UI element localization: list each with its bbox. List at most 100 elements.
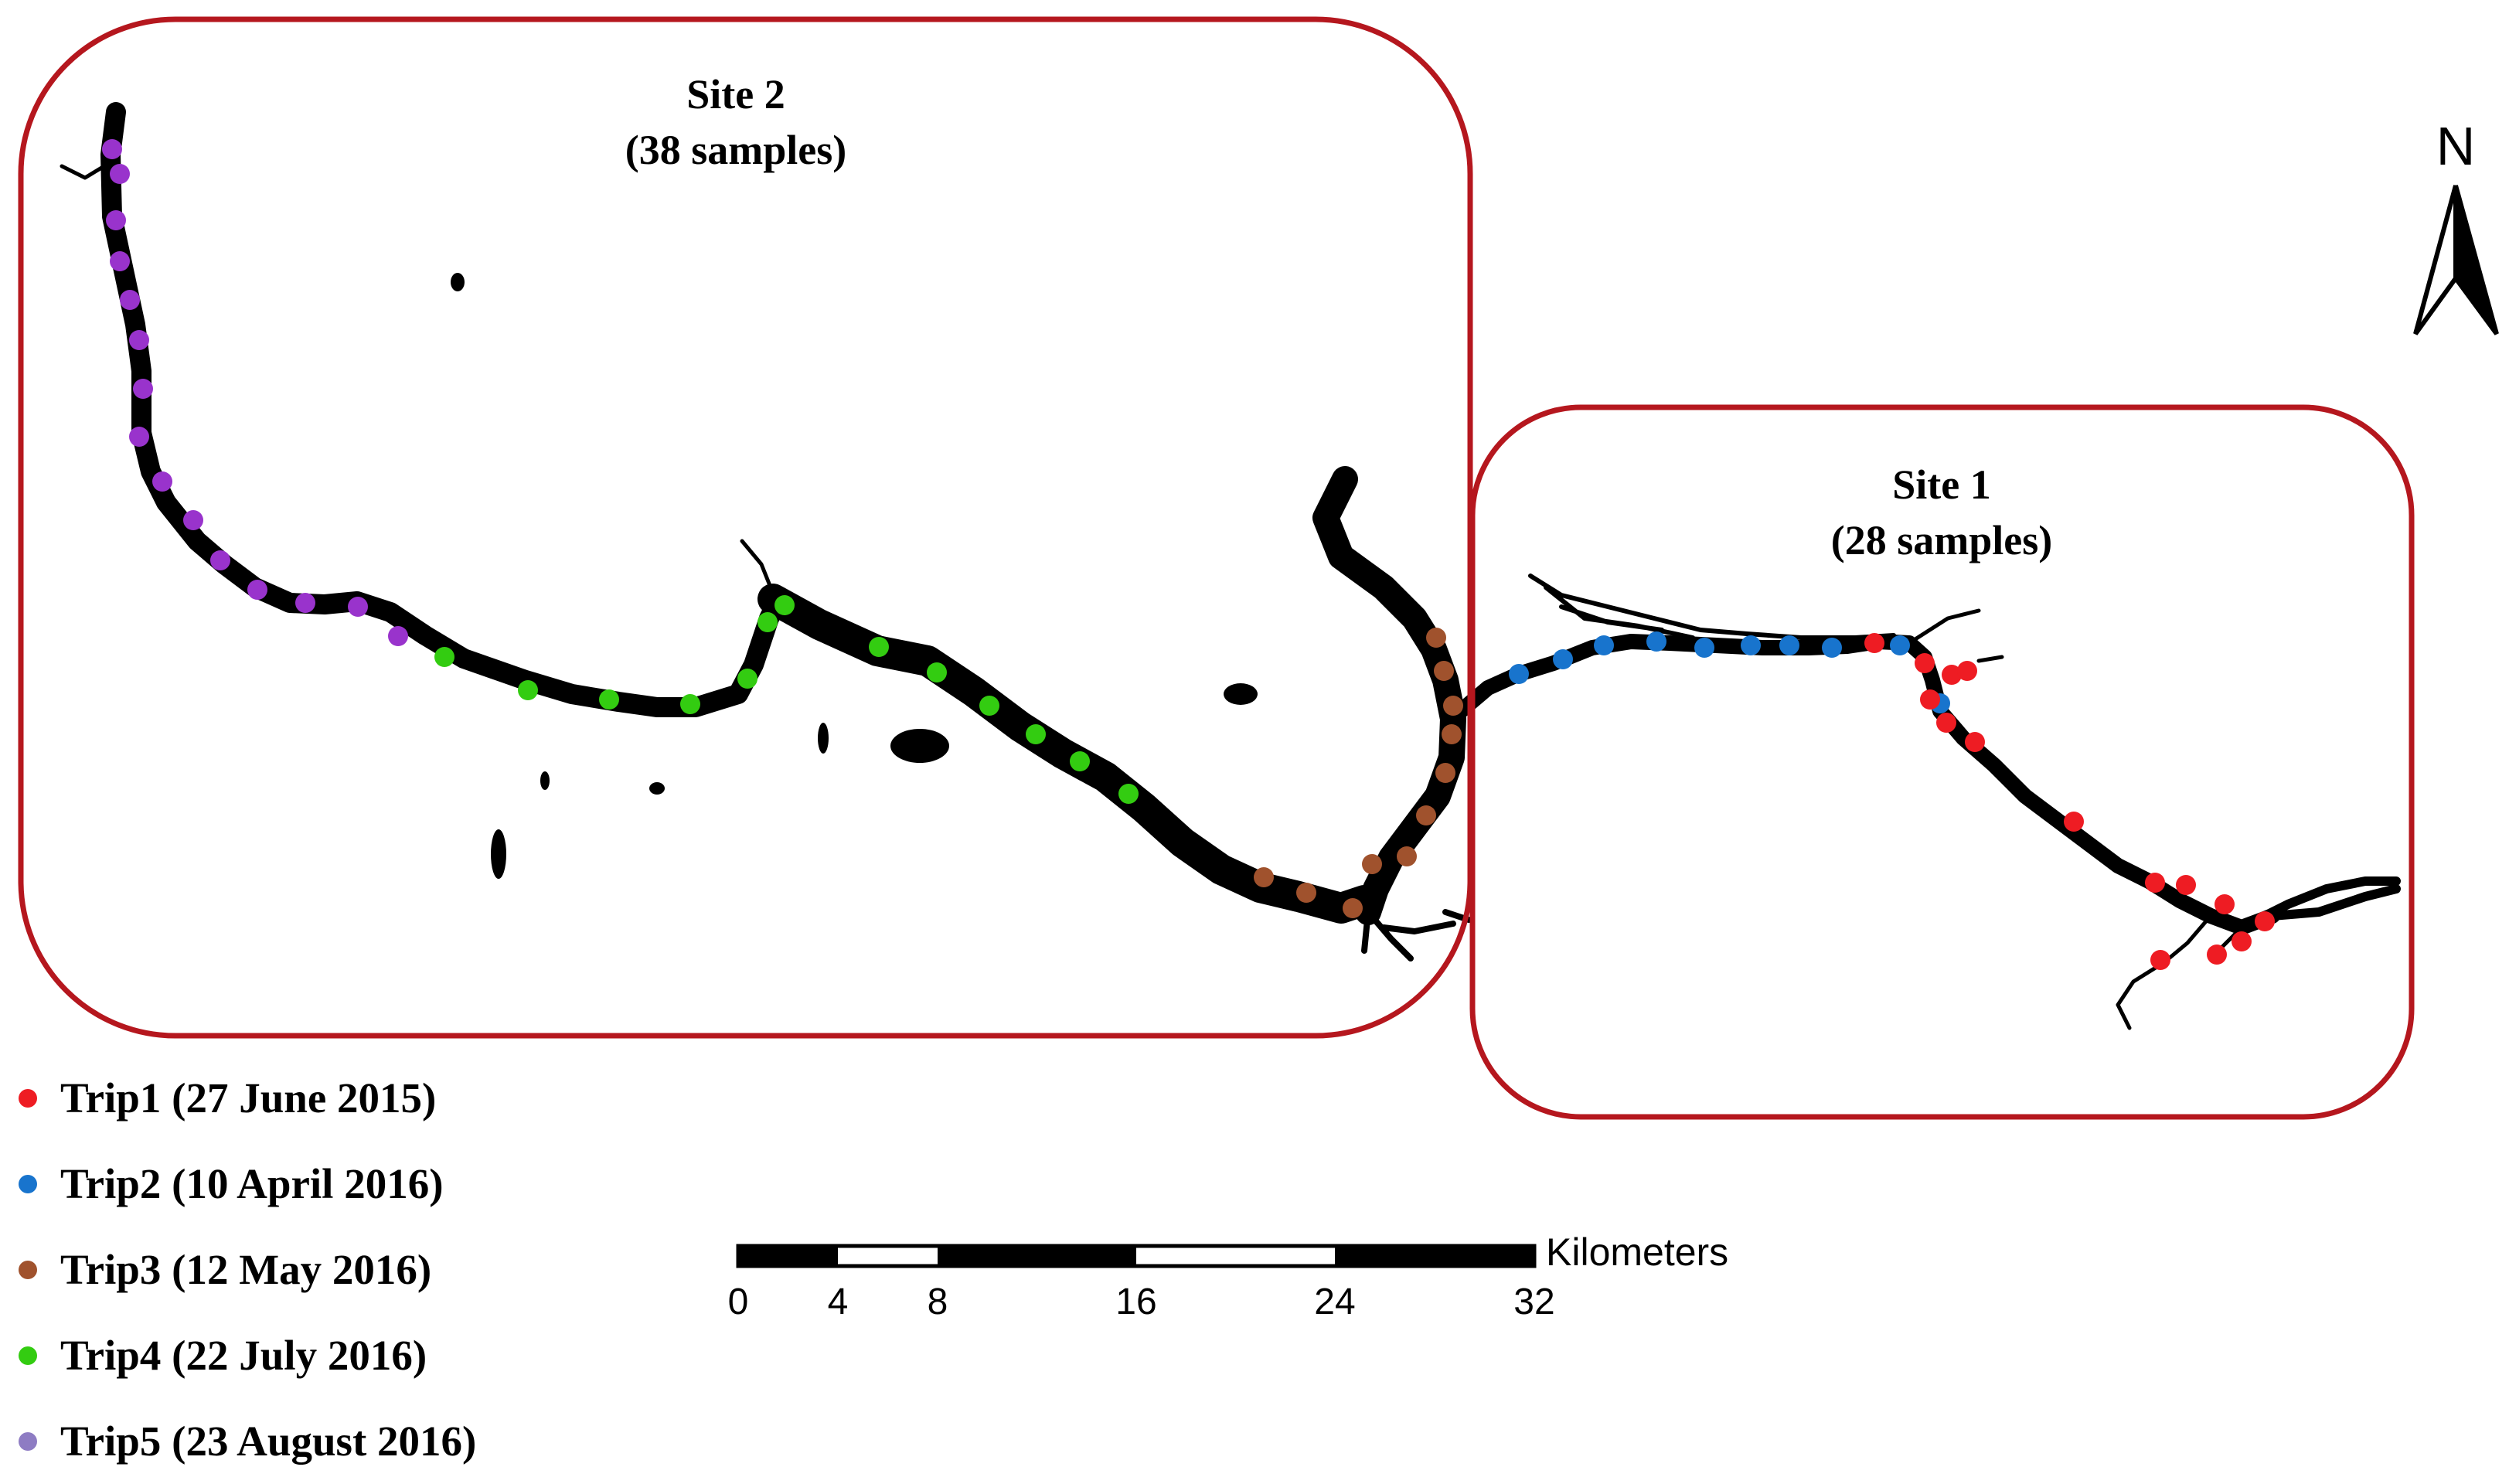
sample-point <box>737 669 757 689</box>
sample-point <box>110 251 130 271</box>
sample-point <box>1890 635 1910 655</box>
site1-title: Site 1 <box>1892 461 1991 508</box>
north-arrow-letter: N <box>2436 116 2476 176</box>
sample-point <box>1942 665 1962 685</box>
river-north-tributary <box>1312 466 1466 925</box>
scale-segment <box>1335 1246 1534 1266</box>
sample-point <box>102 139 122 159</box>
sample-point <box>129 330 149 350</box>
legend-label: Trip1 (27 June 2015) <box>60 1074 437 1122</box>
sample-point <box>1426 628 1446 648</box>
sample-point <box>1026 724 1046 744</box>
sample-point <box>120 290 140 310</box>
legend-item-trip5: Trip5 (23 August 2016) <box>19 1398 476 1484</box>
scale-tick-label: 16 <box>1115 1281 1156 1322</box>
sample-point <box>1397 846 1417 866</box>
sample-point <box>1435 763 1455 783</box>
lake <box>451 273 465 291</box>
sample-point <box>388 626 408 646</box>
sample-point <box>869 637 889 657</box>
scale-segment <box>938 1246 1136 1266</box>
sample-point <box>2145 873 2165 893</box>
sample-point <box>1920 689 1940 710</box>
sample-point <box>210 550 230 570</box>
lake <box>1224 683 1258 705</box>
legend-dot-icon <box>19 1174 37 1193</box>
sample-point <box>1343 898 1363 918</box>
sample-point <box>295 593 315 613</box>
sample-point <box>757 612 778 632</box>
legend-dot-icon <box>19 1431 37 1451</box>
sample-point <box>1296 883 1316 903</box>
sample-point <box>2232 931 2252 951</box>
sample-point <box>1822 638 1842 658</box>
lake <box>890 729 949 763</box>
scale-tick-label: 0 <box>728 1281 749 1322</box>
scale-tick-label: 8 <box>928 1281 948 1322</box>
trip5-samples <box>102 139 408 646</box>
river-south-spur <box>2116 914 2244 1030</box>
lake <box>491 829 506 879</box>
sample-point <box>1442 724 1462 744</box>
site2-title: Site 2 <box>686 71 785 117</box>
sample-point <box>1553 649 1573 669</box>
sample-point <box>518 680 538 700</box>
trip1-samples <box>1864 633 2275 970</box>
sample-point <box>133 379 153 399</box>
sample-point <box>1594 635 1614 655</box>
scale-tick-label: 24 <box>1314 1281 1355 1322</box>
site1-boundary <box>1469 404 2415 1120</box>
river-delta <box>1361 909 1472 962</box>
scale-tick-label: 4 <box>828 1281 849 1322</box>
legend: Trip1 (27 June 2015) Trip2 (10 April 201… <box>19 1055 476 1484</box>
scale-unit-label: Kilometers <box>1546 1230 1728 1274</box>
sample-point <box>2207 945 2227 965</box>
sample-point <box>1915 653 1935 673</box>
legend-label: Trip3 (12 May 2016) <box>60 1246 432 1293</box>
site1-samples: (28 samples) <box>1831 517 2052 563</box>
sample-point <box>979 696 999 716</box>
lake <box>649 782 665 795</box>
sample-point <box>1509 664 1529 684</box>
trip2-samples <box>1509 631 1950 713</box>
sample-point <box>129 427 149 447</box>
sample-point <box>2150 950 2170 970</box>
legend-item-trip4: Trip4 (22 July 2016) <box>19 1312 476 1398</box>
sample-point <box>680 694 700 714</box>
legend-label: Trip5 (23 August 2016) <box>60 1418 477 1465</box>
legend-dot-icon <box>19 1088 37 1108</box>
legend-item-trip1: Trip1 (27 June 2015) <box>19 1055 476 1141</box>
lake <box>1184 839 1197 862</box>
sample-point <box>1957 661 1977 681</box>
sample-point <box>2215 894 2235 914</box>
sample-point <box>1070 751 1090 771</box>
sample-point <box>1741 635 1761 655</box>
site2-samples: (38 samples) <box>625 127 846 173</box>
scale-bar: 0 4 8 16 24 32 Kilometers <box>728 1230 1729 1322</box>
trip3-samples <box>1254 628 1463 918</box>
scale-tick-label: 32 <box>1513 1281 1554 1322</box>
sample-point <box>1416 805 1436 825</box>
sample-point <box>1254 867 1274 887</box>
sample-point <box>774 595 795 615</box>
sample-point <box>1936 713 1956 733</box>
lake <box>540 771 550 790</box>
sample-point <box>1646 631 1666 652</box>
river-west-branch <box>100 102 787 717</box>
legend-label: Trip4 (22 July 2016) <box>60 1332 427 1379</box>
river-east-outlet <box>2237 876 2401 932</box>
sample-point <box>2176 875 2196 895</box>
sample-point <box>2064 812 2084 832</box>
legend-item-trip2: Trip2 (10 April 2016) <box>19 1141 476 1227</box>
legend-item-trip3: Trip3 (12 May 2016) <box>19 1227 476 1312</box>
sample-point <box>110 164 130 184</box>
river-side-channels <box>60 160 2004 663</box>
legend-dot-icon <box>19 1346 37 1365</box>
sample-point <box>1694 638 1714 658</box>
trip4-samples <box>434 595 1139 804</box>
river-network <box>60 102 2401 1030</box>
sample-point <box>348 597 368 617</box>
sample-point <box>927 662 947 682</box>
sample-point <box>152 471 172 492</box>
